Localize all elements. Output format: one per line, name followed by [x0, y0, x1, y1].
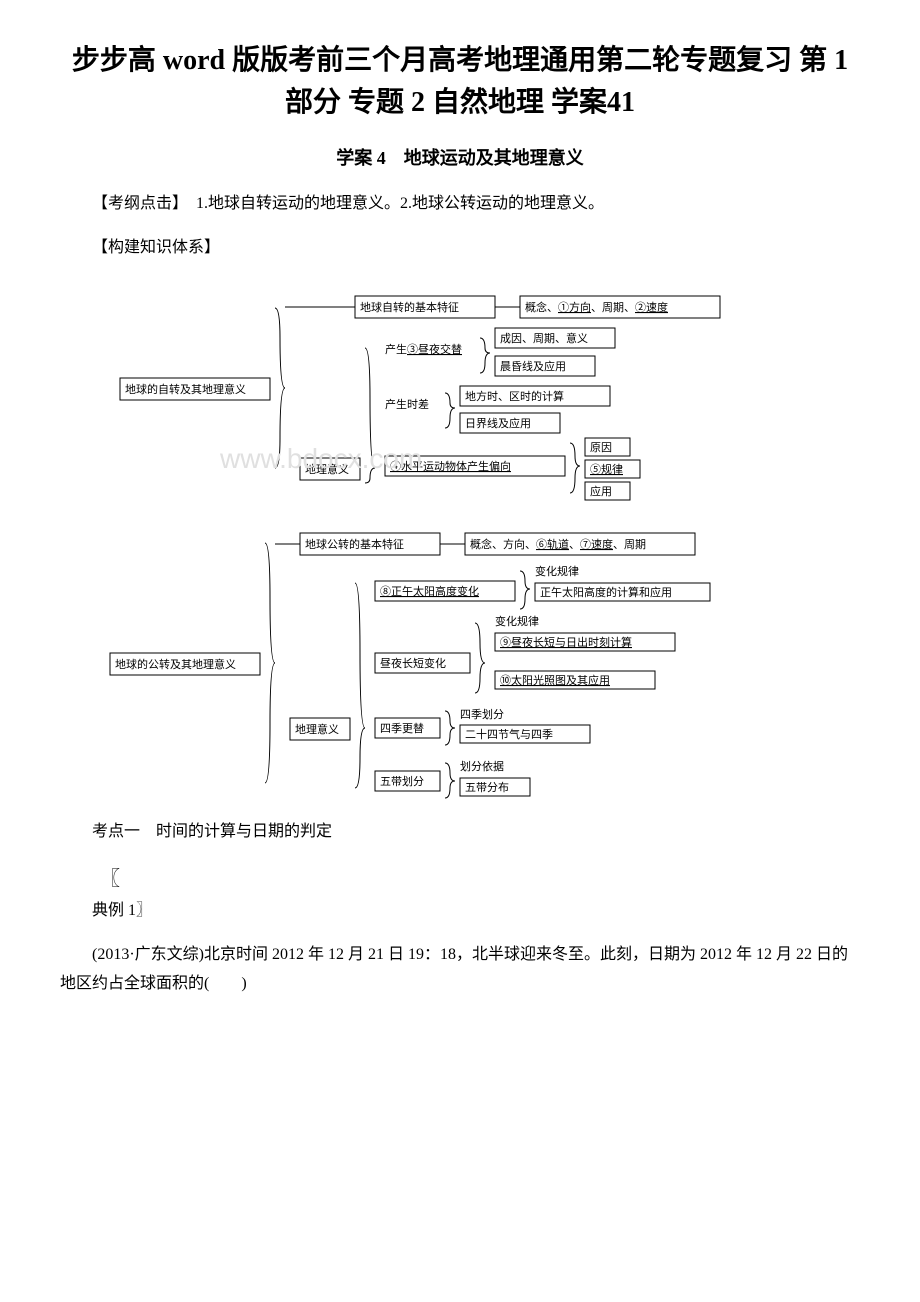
d2-c2: 昼夜长短变化	[380, 656, 446, 670]
example-bracket-open: 〖	[60, 861, 860, 897]
d1-c3-s3: 应用	[590, 484, 612, 498]
d1-c1-s2: 晨昏线及应用	[500, 359, 566, 373]
diagram-rotation: 地球的自转及其地理意义 地球自转的基本特征 概念、①方向、周期、②速度 地理意义…	[60, 278, 860, 508]
d2-c2-s1: 变化规律	[495, 614, 539, 628]
d2-b1-c1: 概念、方向、⑥轨道、⑦速度、周期	[470, 537, 646, 551]
d2-c2-s2: ⑨昼夜长短与日出时刻计算	[500, 635, 632, 649]
d1-b2-c3: ④水平运动物体产生偏向	[390, 459, 511, 473]
example-label: 典例 1〗	[60, 897, 860, 926]
d2-b1: 地球公转的基本特征	[305, 537, 404, 551]
d1-b2-c2-label: 产生时差	[385, 397, 429, 411]
example-text: (2013·广东文综)北京时间 2012 年 12 月 21 日 19：18，北…	[60, 941, 860, 999]
d1-c1-s1: 成因、周期、意义	[500, 331, 588, 345]
page-title: 步步高 word 版版考前三个月高考地理通用第二轮专题复习 第 1 部分 专题 …	[60, 40, 860, 124]
d2-c1-s2: 正午太阳高度的计算和应用	[540, 585, 672, 599]
d2-c2-s3: ⑩太阳光照图及其应用	[500, 673, 610, 687]
d1-b1-c1: 概念、①方向、周期、②速度	[525, 300, 668, 314]
d2-c3-s2: 二十四节气与四季	[465, 727, 553, 741]
diagram-revolution: 地球的公转及其地理意义 地球公转的基本特征 概念、方向、⑥轨道、⑦速度、周期 地…	[60, 523, 860, 803]
d1-b2-c1-label: 产生③昼夜交替	[385, 342, 462, 356]
d2-c1: ⑧正午太阳高度变化	[380, 584, 479, 598]
subtitle: 学案 4 地球运动及其地理意义	[60, 144, 860, 170]
d1-b1: 地球自转的基本特征	[360, 300, 459, 314]
d1-c2-s1: 地方时、区时的计算	[465, 389, 564, 403]
d1-c3-s1: 原因	[590, 441, 612, 454]
d2-c4-s2: 五带分布	[465, 781, 509, 794]
d1-c3-s2: ⑤规律	[590, 462, 623, 476]
d2-c1-s1: 变化规律	[535, 564, 579, 578]
d2-c3: 四季更替	[380, 721, 424, 735]
d2-c3-s1: 四季划分	[460, 708, 504, 721]
exam-point-title: 考点一 时间的计算与日期的判定	[60, 818, 860, 847]
d2-b2: 地理意义	[295, 722, 339, 736]
d1-root: 地球的自转及其地理意义	[125, 382, 246, 396]
knowledge-label: 【构建知识体系】	[60, 234, 860, 263]
d2-root: 地球的公转及其地理意义	[115, 657, 236, 671]
d1-b2: 地理意义	[305, 462, 349, 476]
exam-outline: 【考纲点击】 1.地球自转运动的地理意义。2.地球公转运动的地理意义。	[60, 190, 860, 219]
d2-c4-s1: 划分依据	[460, 759, 504, 773]
d1-c2-s2: 日界线及应用	[465, 416, 531, 430]
d2-c4: 五带划分	[380, 775, 424, 788]
